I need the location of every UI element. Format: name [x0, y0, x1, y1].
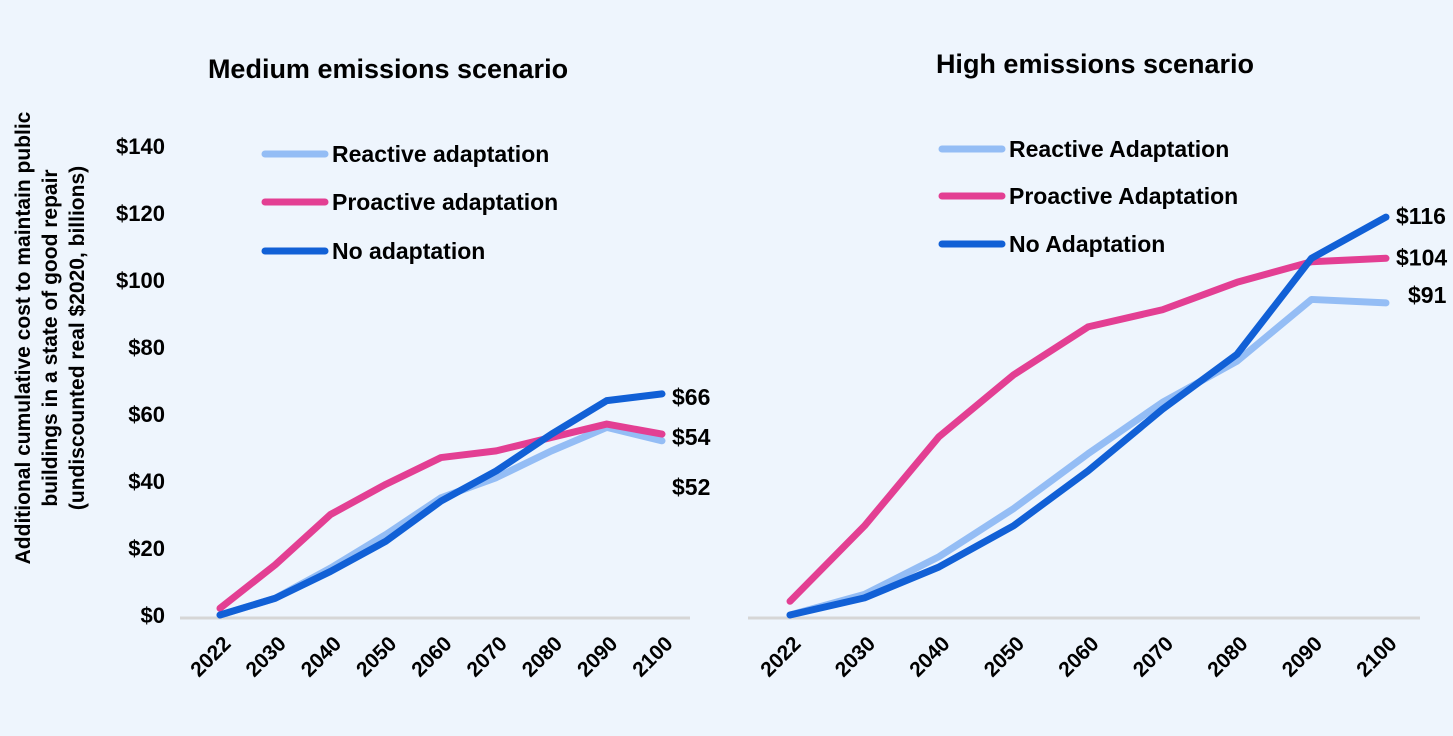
x-tick-label: 2060 — [1054, 632, 1103, 681]
y-axis-label-line: buildings in a state of good repair — [39, 169, 62, 506]
x-tick-label: 2080 — [518, 632, 567, 681]
x-tick-label: 2100 — [1352, 632, 1401, 681]
end-value-label-reactive: $52 — [672, 474, 710, 500]
y-axis-label-line: Additional cumulative cost to maintain p… — [12, 111, 35, 564]
series-line-reactive — [786, 295, 1390, 619]
legend-label-proactive: Proactive adaptation — [332, 189, 558, 215]
y-tick-label: $140 — [116, 134, 165, 159]
x-tick-label: 2030 — [831, 632, 880, 681]
legend-label-reactive: Reactive adaptation — [332, 141, 549, 167]
x-tick-label: 2080 — [1203, 632, 1252, 681]
y-tick-label: $120 — [116, 201, 165, 226]
x-tick-label: 2050 — [352, 632, 401, 681]
legend-label-none: No adaptation — [332, 238, 485, 264]
legend-label-reactive: Reactive Adaptation — [1009, 136, 1229, 162]
x-tick-label: 2030 — [241, 632, 290, 681]
chart-title: Medium emissions scenario — [208, 54, 568, 84]
y-tick-label: $80 — [128, 335, 165, 360]
legend-label-none: No Adaptation — [1009, 231, 1165, 257]
y-tick-label: $60 — [128, 402, 165, 427]
end-value-label-none: $116 — [1396, 203, 1446, 229]
x-tick-label: 2040 — [905, 632, 954, 681]
x-tick-label: 2022 — [756, 632, 805, 681]
legend-label-proactive: Proactive Adaptation — [1009, 183, 1238, 209]
y-tick-label: $0 — [141, 603, 165, 628]
end-value-label-reactive: $91 — [1408, 282, 1447, 308]
end-value-label-none: $66 — [672, 384, 710, 410]
y-tick-label: $100 — [116, 268, 165, 293]
x-tick-label: 2040 — [297, 632, 346, 681]
x-tick-label: 2050 — [980, 632, 1029, 681]
x-tick-label: 2070 — [1129, 632, 1178, 681]
y-axis-label-line: (undiscounted real $2020, billions) — [66, 166, 89, 510]
x-tick-label: 2070 — [462, 632, 511, 681]
high-emissions-chart: High emissions scenario 2022 2030 2040 2050 2… — [748, 49, 1447, 682]
end-value-label-proactive: $104 — [1396, 244, 1447, 270]
series-line-none — [786, 213, 1390, 619]
y-tick-label: $40 — [128, 469, 165, 494]
end-value-label-proactive: $54 — [672, 424, 711, 450]
series-line-proactive — [216, 420, 666, 612]
x-tick-label: 2090 — [573, 632, 622, 681]
x-tick-label: 2060 — [407, 632, 456, 681]
medium-emissions-chart: Medium emissions scenario 2022 2030 2040 205… — [180, 54, 711, 682]
y-axis-label: Additional cumulative cost to maintain p… — [12, 111, 89, 564]
x-tick-label: 2090 — [1278, 632, 1327, 681]
y-tick-label: $20 — [128, 536, 165, 561]
x-tick-label: 2022 — [186, 632, 235, 681]
chart-title: High emissions scenario — [936, 49, 1254, 79]
x-tick-label: 2100 — [628, 632, 677, 681]
